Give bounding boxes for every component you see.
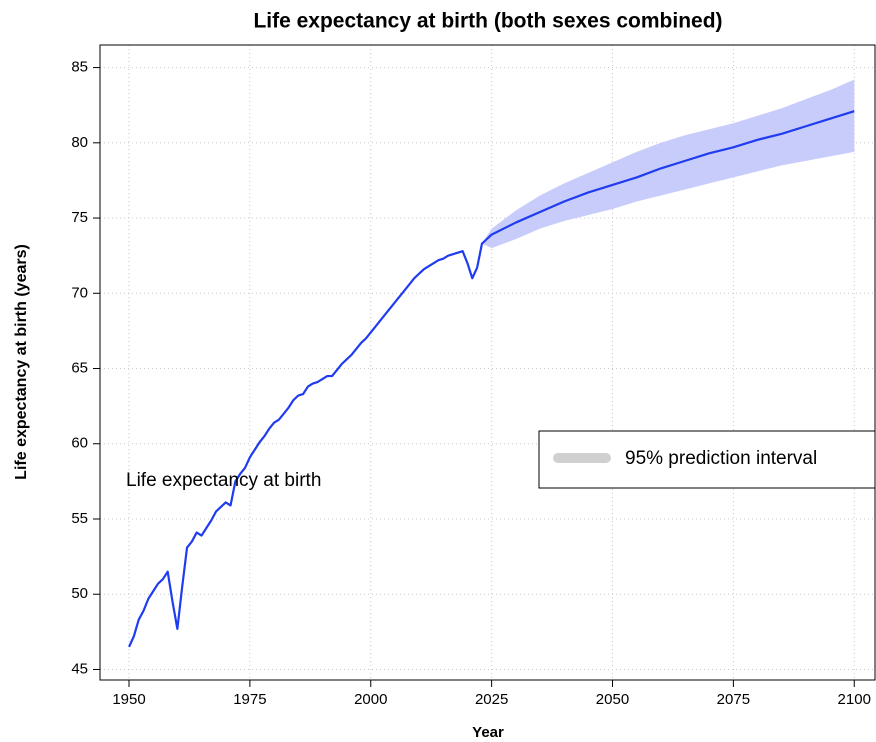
series-line	[128, 110, 855, 648]
y-tick-label: 70	[71, 284, 88, 301]
y-axis-label: Life expectancy at birth (years)	[13, 244, 30, 480]
y-tick-label: 60	[71, 435, 88, 452]
y-tick-label: 50	[71, 585, 88, 602]
y-tick-label: 80	[71, 134, 88, 151]
x-tick-label: 2075	[717, 691, 750, 708]
y-tick-label: 45	[71, 660, 88, 677]
prediction-band	[481, 79, 855, 249]
y-tick-label: 55	[71, 510, 88, 527]
x-tick-label: 1975	[233, 691, 266, 708]
x-tick-label: 2050	[596, 691, 629, 708]
series-label: Life expectancy at birth	[126, 470, 321, 491]
x-tick-label: 2100	[838, 691, 871, 708]
chart-title: Life expectancy at birth (both sexes com…	[253, 10, 722, 33]
y-tick-label: 85	[71, 59, 88, 76]
y-tick-label: 65	[71, 359, 88, 376]
y-tick-label: 75	[71, 209, 88, 226]
legend-label: 95% prediction interval	[625, 448, 817, 469]
x-tick-label: 1950	[112, 691, 145, 708]
x-tick-label: 2025	[475, 691, 508, 708]
x-axis-label: Year	[472, 724, 504, 741]
plot-frame	[99, 44, 876, 681]
x-tick-label: 2000	[354, 691, 387, 708]
